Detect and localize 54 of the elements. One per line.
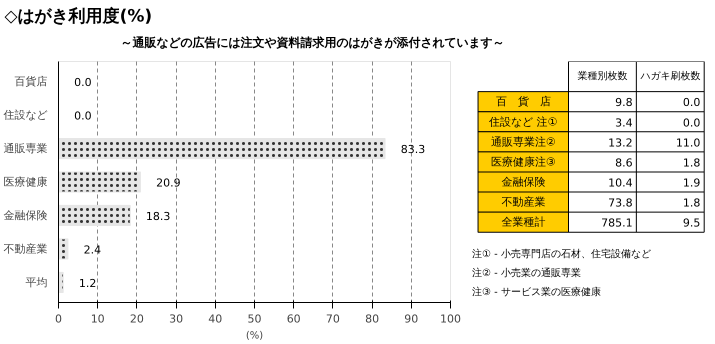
x-tick-label: 50 <box>248 312 262 326</box>
text: 注③ - サービス業の医療健康 <box>472 286 601 298</box>
data-label: 9.8 <box>615 96 633 110</box>
x-axis-title: (%) <box>246 330 264 342</box>
category-label: 金融保険 <box>501 176 546 188</box>
y-tick-label: 不動産業 <box>4 242 48 256</box>
y-tick-label: 百貨店 <box>14 75 48 88</box>
x-tick-label: 0 <box>55 312 62 326</box>
text: ハガキ刷枚数 <box>639 70 700 82</box>
data-label: 73.8 <box>608 196 633 210</box>
data-label: 83.3 <box>400 143 426 156</box>
data-label: 0.0 <box>74 76 92 90</box>
data-label: 10.4 <box>608 176 633 190</box>
x-tick-label: 20 <box>130 312 144 326</box>
data-label: 1.2 <box>78 276 96 290</box>
x-tick-label: 80 <box>365 312 380 326</box>
data-label: 8.6 <box>615 156 633 170</box>
category-label: 百 貨 店 <box>496 95 551 108</box>
y-tick-label: 住設など <box>4 108 48 122</box>
y-tick-label: 金融保険 <box>4 208 48 222</box>
data-label: 0.0 <box>682 116 700 130</box>
data-label: 20.9 <box>156 176 181 190</box>
data-label: 0.0 <box>74 110 92 123</box>
category-label: 医療健康注③ <box>490 155 556 168</box>
x-tick-label: 30 <box>169 312 184 326</box>
chart-subtitle: ～通販などの広告には注文や資料請求用のはがきが添付されています～ <box>120 36 504 50</box>
category-label: 不動産業 <box>501 196 546 209</box>
data-label: 3.4 <box>615 116 633 130</box>
data-label: 9.5 <box>682 216 700 230</box>
text: 注② - 小売業の通販専業 <box>472 266 581 279</box>
x-tick-label: 70 <box>326 312 340 326</box>
text: 業種別枚数 <box>577 70 628 82</box>
data-label: 11.0 <box>676 136 700 150</box>
y-tick-label: 通販専業 <box>4 142 48 156</box>
data-label: 1.9 <box>682 176 700 190</box>
x-tick-label: 10 <box>90 312 105 326</box>
data-label: 1.8 <box>682 196 700 210</box>
x-tick-label: 40 <box>208 312 222 326</box>
category-label: 通販専業注② <box>490 135 556 148</box>
x-tick-label: 90 <box>404 312 418 326</box>
x-tick-label: 100 <box>440 312 461 326</box>
data-label: 18.3 <box>146 210 170 223</box>
data-label: 785.1 <box>601 216 633 230</box>
category-label: 全業種計 <box>501 216 546 229</box>
data-label: 2.4 <box>84 243 102 256</box>
data-label: 1.8 <box>682 156 700 170</box>
data-label: 13.2 <box>608 136 633 150</box>
data-label: 0.0 <box>682 96 700 110</box>
text: 注① - 小売専門店の石材、住宅設備など <box>472 248 651 260</box>
category-label: 住設など 注① <box>489 115 558 128</box>
y-tick-label: 医療健康 <box>4 176 48 188</box>
x-tick-label: 60 <box>286 312 301 326</box>
chart-title: ◇はがき利用度(%) <box>4 6 152 26</box>
y-tick-label: 平均 <box>26 276 48 289</box>
